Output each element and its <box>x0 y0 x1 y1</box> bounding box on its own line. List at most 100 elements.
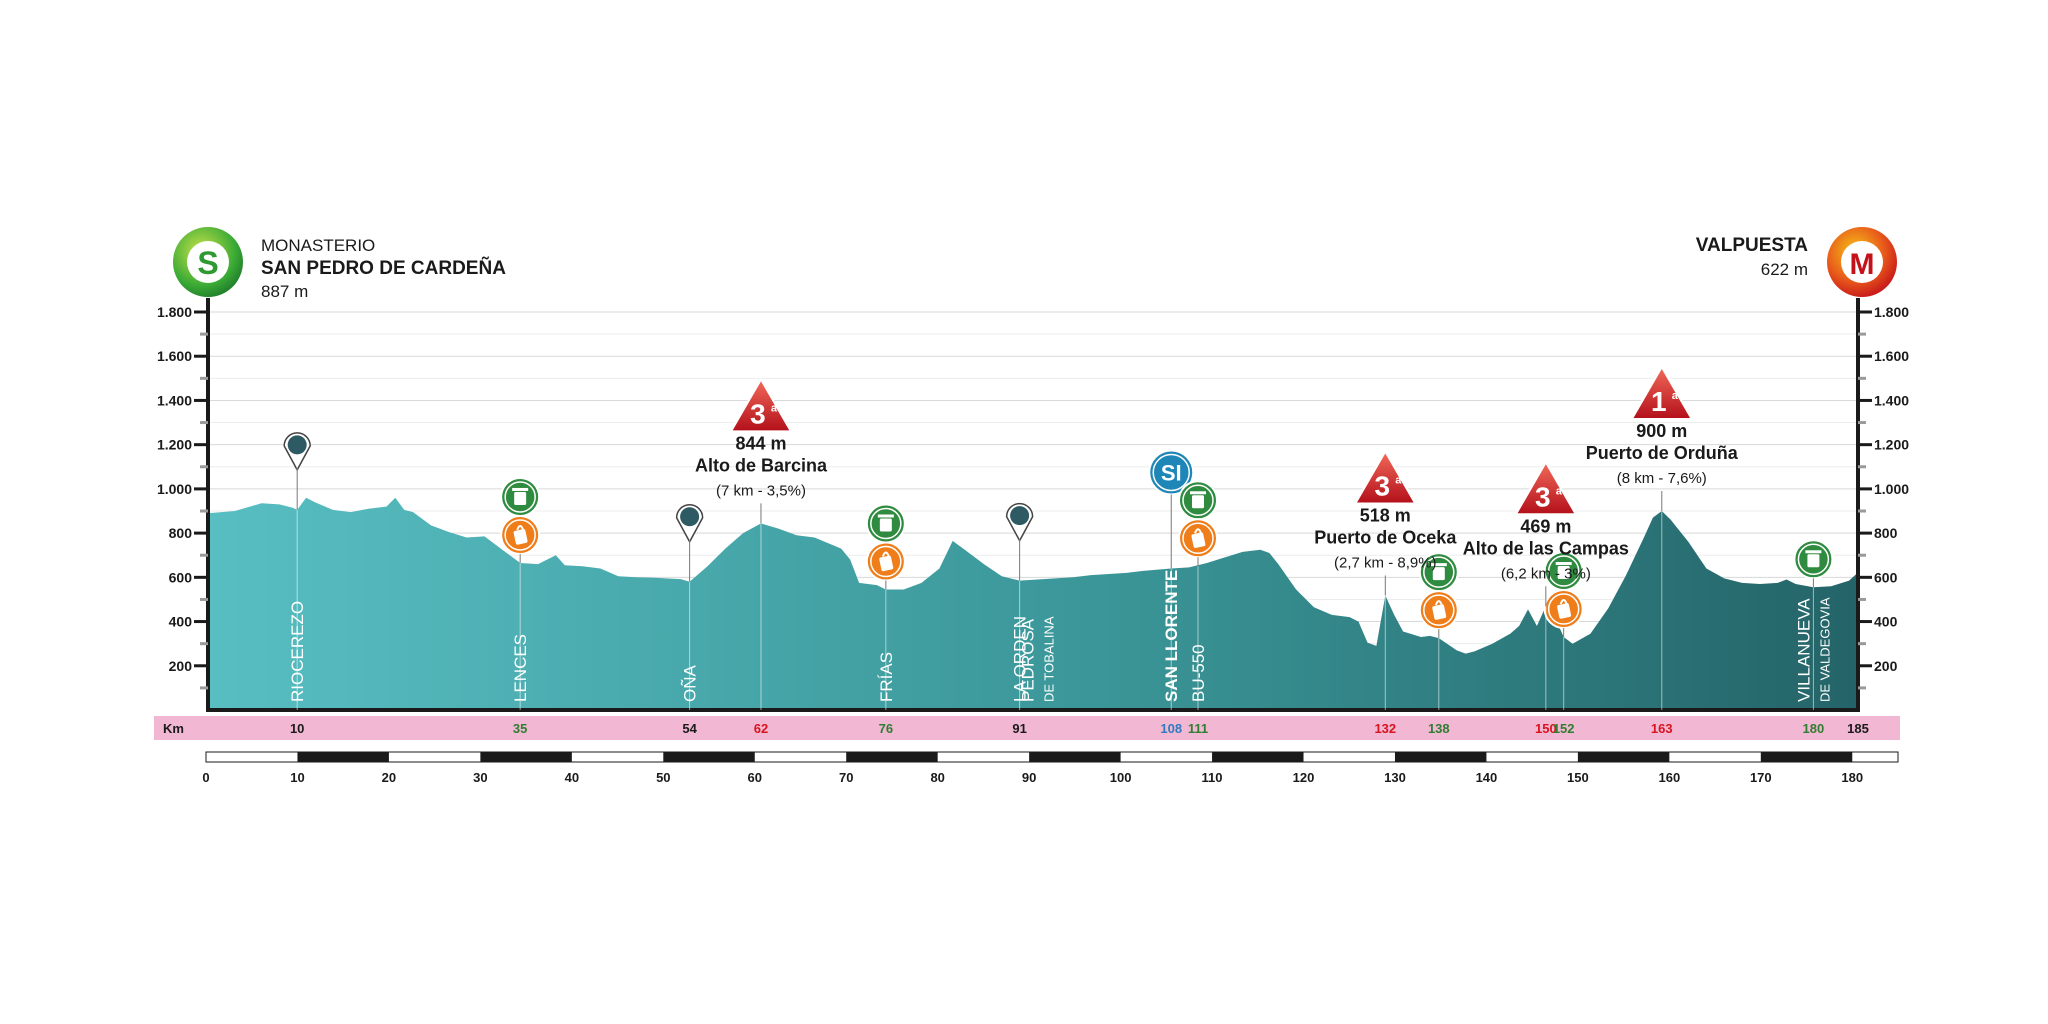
km-strip-value: 76 <box>879 721 893 736</box>
climb-name: Alto de Barcina <box>695 455 828 475</box>
scale-tick-label: 60 <box>748 770 762 785</box>
scale-tick-label: 40 <box>565 770 579 785</box>
elevation-profile <box>208 497 1858 710</box>
y-tick-label-left: 600 <box>169 569 193 585</box>
waste-zone-icon-ring <box>1182 484 1214 517</box>
y-tick-label-left: 200 <box>169 658 193 674</box>
waste-bin-body <box>1807 554 1820 568</box>
feed-zone-icon-ring <box>870 545 902 578</box>
scale-bar-segment <box>480 752 572 762</box>
scale-bar-segment <box>1760 752 1853 762</box>
start-altitude: 887 m <box>261 282 308 301</box>
climb-category-number: 1 <box>1651 386 1667 417</box>
km-strip-value: 163 <box>1651 721 1673 736</box>
feed-zone-icon-ring <box>1182 522 1214 555</box>
waste-bin-body <box>879 518 892 532</box>
km-strip-band <box>154 716 1900 740</box>
climb-category-sup: a <box>1556 485 1563 497</box>
sprint-icon-label: SI <box>1161 460 1182 485</box>
y-tick-label-right: 200 <box>1874 658 1898 674</box>
musette-bag <box>1557 603 1572 619</box>
climb-detail: (8 km - 7,6%) <box>1617 470 1707 487</box>
place-name-label: RIOCEREZO <box>288 601 307 702</box>
climb-altitude: 900 m <box>1636 421 1687 441</box>
km-strip-value: 91 <box>1012 721 1026 736</box>
km-strip-value: 54 <box>682 721 697 736</box>
waste-bin-body <box>1557 566 1570 580</box>
y-tick-label-right: 1.200 <box>1874 437 1909 453</box>
place-name-label: PEDROSA <box>1018 618 1037 702</box>
scale-bar-segment <box>663 752 755 762</box>
sprint-icon-ring <box>1152 453 1190 492</box>
waste-bin-lid <box>1805 550 1822 554</box>
km-strip-value: 152 <box>1553 721 1575 736</box>
finish-altitude: 622 m <box>1761 260 1808 279</box>
musette-strap <box>516 525 525 531</box>
feed-zone-icon-ring <box>504 519 536 551</box>
finish-line1: VALPUESTA <box>1696 235 1809 256</box>
scale-tick-label: 120 <box>1293 770 1315 785</box>
climb-category-sup: a <box>1395 474 1402 486</box>
y-tick-label-right: 1.600 <box>1874 348 1909 364</box>
km-strip-value: 111 <box>1188 721 1208 736</box>
scale-bar-segment <box>1029 752 1121 762</box>
climb-category-number: 3 <box>750 398 766 429</box>
scale-tick-label: 100 <box>1110 770 1132 785</box>
climb-category-number: 3 <box>1535 481 1551 512</box>
waste-bin-body <box>1432 567 1445 581</box>
place-name-label: OÑA <box>681 665 700 703</box>
waste-zone-icon-ring <box>1547 555 1580 587</box>
y-tick-label-right: 600 <box>1874 569 1898 585</box>
km-strip-value: 35 <box>513 721 527 736</box>
place-name-label: SAN LLORENTE <box>1162 570 1181 702</box>
climb-category-number: 3 <box>1375 470 1391 501</box>
scale-tick-label: 0 <box>202 770 209 785</box>
y-tick-label-right: 1.800 <box>1874 304 1909 320</box>
axes: 200 200 400 400 600 600 800 800 1.000 1.000 1.200 1… <box>157 298 1909 712</box>
start-badge-letter: S <box>197 245 218 281</box>
climb-name: Puerto de Orduña <box>1586 443 1739 463</box>
waste-zone-icon-ring <box>504 481 536 513</box>
climb-altitude: 469 m <box>1520 516 1571 536</box>
scale-tick-label: 20 <box>382 770 396 785</box>
start-line1: MONASTERIO <box>261 236 375 255</box>
climb-name: Alto de las Campas <box>1463 538 1629 558</box>
profile-area <box>208 497 1858 710</box>
place-name-label: LENCES <box>511 634 530 702</box>
scale-tick-label: 50 <box>656 770 670 785</box>
km-scale-bar: 0 10 20 30 40 50 60 70 80 90 100 110 120 130 140 150 160… <box>202 751 1899 785</box>
musette-bag <box>1432 604 1447 620</box>
climb-category-icon <box>729 378 792 433</box>
climb-category-icon <box>1354 450 1417 505</box>
feed-zone-icon-ring <box>1423 594 1455 626</box>
scale-tick-label: 70 <box>839 770 853 785</box>
scale-bar-segment <box>846 752 938 762</box>
finish-badge-inner <box>1841 241 1883 283</box>
km-strip-label: Km <box>163 721 184 736</box>
y-tick-label-right: 1.000 <box>1874 481 1909 497</box>
location-pin-dot <box>1010 506 1030 526</box>
feed-zone-icon-ring <box>1547 593 1580 625</box>
scale-tick-label: 10 <box>290 770 304 785</box>
musette-strap <box>1194 528 1202 534</box>
musette-strap <box>1559 599 1568 605</box>
y-tick-label-right: 800 <box>1874 525 1898 541</box>
waste-bin-lid <box>1190 491 1206 495</box>
y-tick-label-left: 1.200 <box>157 437 192 453</box>
climb-detail: (2,7 km - 8,9%) <box>1334 554 1437 571</box>
location-pin-dot <box>680 507 700 527</box>
waste-zone-icon-ring <box>1423 556 1455 588</box>
y-tick-label-left: 1.000 <box>157 481 192 497</box>
km-strip-value: 62 <box>754 721 768 736</box>
musette-bag <box>513 529 528 545</box>
climb-category-icon <box>1514 461 1577 516</box>
scale-tick-label: 130 <box>1384 770 1406 785</box>
climb-detail: (6,2 km - 3%) <box>1501 565 1591 582</box>
scale-bar-segment <box>1212 752 1304 762</box>
scale-bar-segment <box>1577 752 1670 762</box>
scale-bar-segment <box>1394 752 1487 762</box>
scale-tick-label: 140 <box>1476 770 1498 785</box>
